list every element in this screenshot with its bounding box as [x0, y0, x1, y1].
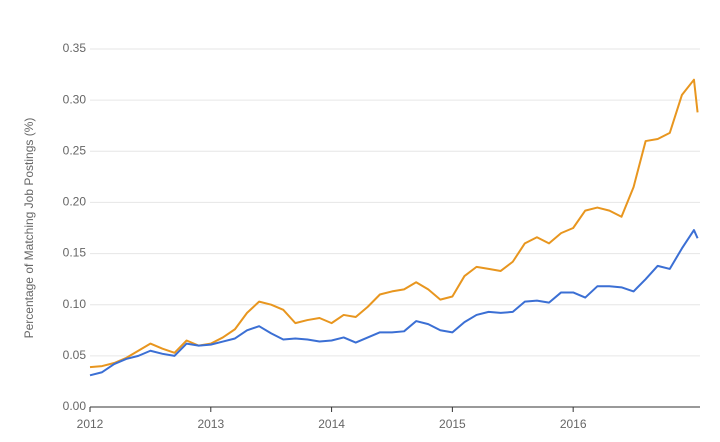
y-tick-label: 0.10	[63, 297, 87, 311]
x-tick-label: 2013	[197, 417, 224, 431]
y-tick-label: 0.20	[63, 195, 87, 209]
y-tick-label: 0.00	[63, 399, 87, 413]
y-tick-label: 0.05	[63, 348, 87, 362]
x-tick-label: 2016	[560, 417, 587, 431]
y-tick-label: 0.25	[63, 143, 87, 157]
x-tick-label: 2012	[77, 417, 104, 431]
y-tick-label: 0.35	[63, 41, 87, 55]
y-axis-label: Percentage of Matching Job Postings (%)	[22, 118, 36, 339]
y-tick-label: 0.15	[63, 246, 87, 260]
y-tick-label: 0.30	[63, 92, 87, 106]
x-tick-label: 2015	[439, 417, 466, 431]
series-line	[89, 229, 699, 377]
series-line	[89, 78, 699, 369]
x-tick-label: 2014	[318, 417, 345, 431]
